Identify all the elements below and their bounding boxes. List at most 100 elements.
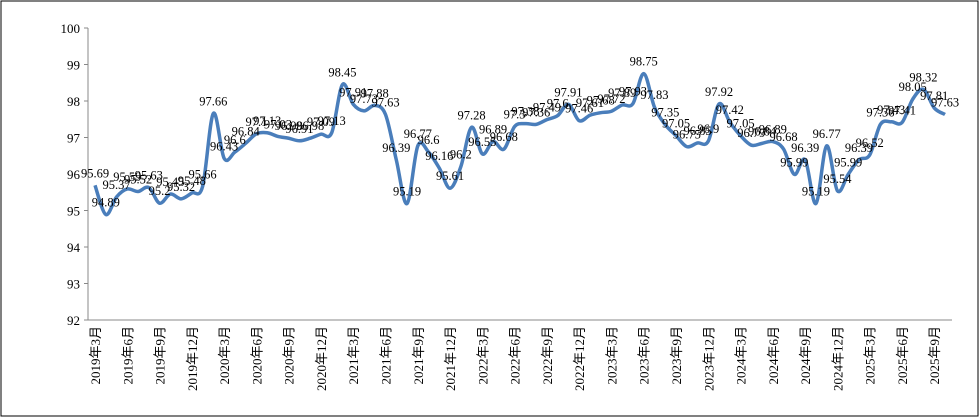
line: [93, 71, 946, 217]
data-label: 95.19: [802, 185, 830, 199]
x-tick-label: 2021年9月: [411, 326, 426, 385]
data-label: 97.81: [920, 89, 948, 103]
x-tick-label: 2023年9月: [669, 326, 684, 385]
data-label: 97.09: [307, 115, 335, 129]
data-label: 97.73: [350, 92, 378, 106]
data-label: 97.42: [716, 103, 744, 117]
y-tick-label: 96: [67, 167, 81, 182]
x-tick-label: 2020年9月: [282, 326, 297, 385]
data-label: 96.98: [275, 119, 303, 133]
data-label: 96.55: [468, 135, 496, 149]
data-label: 98.05: [899, 80, 927, 94]
x-tick-label: 2025年6月: [895, 326, 910, 385]
data-label: 98.45: [328, 66, 356, 80]
x-tick-label: 2023年6月: [637, 326, 652, 385]
data-label: 97.13: [318, 114, 346, 128]
x-tick-label: 2021年6月: [379, 326, 394, 385]
y-tick-label: 97: [67, 131, 81, 146]
data-label: 97.89: [608, 86, 636, 100]
x-tick-label: 2024年12月: [830, 326, 845, 391]
data-label: 96.75: [673, 128, 701, 142]
data-label: 97.66: [199, 94, 227, 108]
data-label: 94.89: [92, 196, 120, 210]
x-tick-label: 2022年9月: [540, 326, 555, 385]
x-tick-label: 2022年6月: [508, 326, 523, 385]
data-label: 97.3: [504, 108, 526, 122]
y-tick-label: 92: [67, 313, 80, 328]
data-label: 97.63: [931, 96, 959, 110]
data-label: 96.77: [404, 127, 432, 141]
data-label: 97.91: [554, 85, 582, 99]
data-label: 95.37: [102, 178, 130, 192]
data-label: 95.54: [823, 172, 852, 186]
data-label: 97.91: [339, 85, 367, 99]
y-tick-label: 93: [67, 277, 80, 292]
x-tick-label: 2024年3月: [734, 326, 749, 385]
data-label: 96.77: [813, 127, 841, 141]
data-label: 95.63: [135, 169, 163, 183]
data-label: 97.36: [866, 105, 894, 119]
data-label: 96.16: [425, 149, 453, 163]
data-label: 97.1: [245, 115, 267, 129]
data-label: 97.63: [371, 96, 399, 110]
x-tick-label: 2025年9月: [927, 326, 942, 385]
data-label: 95.59: [113, 170, 141, 184]
data-label: 97.38: [511, 105, 539, 119]
data-label: 96.6: [224, 133, 246, 147]
data-label: 95.69: [81, 166, 109, 180]
data-label: 96.39: [791, 141, 819, 155]
data-label: 97.28: [458, 108, 486, 122]
data-label: 97.35: [651, 106, 679, 120]
data-label: 95.66: [189, 167, 217, 181]
data-label: 96.68: [770, 130, 798, 144]
data-label: 96.98: [296, 119, 324, 133]
x-tick-label: 2023年3月: [604, 326, 619, 385]
x-tick-label: 2019年6月: [120, 326, 135, 385]
data-label: 95.52: [124, 173, 152, 187]
x-tick-label: 2022年12月: [572, 326, 587, 391]
data-label: 97.72: [597, 92, 625, 106]
data-label: 97.03: [264, 117, 292, 131]
data-label: 97.92: [705, 85, 733, 99]
data-label: 96.43: [210, 139, 238, 153]
data-label: 95.19: [393, 185, 421, 199]
x-tick-label: 2020年6月: [249, 326, 264, 385]
x-tick-label: 2024年6月: [766, 326, 781, 385]
x-tick-label: 2021年12月: [443, 326, 458, 391]
data-label: 98.75: [630, 55, 658, 69]
data-label: 96.2: [450, 148, 472, 162]
data-label: 98.32: [909, 70, 937, 84]
x-tick-label: 2019年3月: [88, 326, 103, 385]
data-label: 96.6: [418, 133, 440, 147]
data-label: 96.39: [382, 141, 410, 155]
x-tick-label: 2025年3月: [863, 326, 878, 385]
x-tick-label: 2021年3月: [346, 326, 361, 385]
data-label: 95.99: [834, 155, 862, 169]
data-label: 96.9: [697, 122, 719, 136]
data-label: 97.46: [565, 102, 593, 116]
data-label: 96.85: [683, 124, 711, 138]
data-label: 97.49: [533, 101, 561, 115]
data-label: 97.05: [662, 117, 690, 131]
y-tick-label: 100: [61, 21, 81, 36]
x-tick-label: 2024年9月: [798, 326, 813, 385]
data-label: 97.83: [640, 88, 668, 102]
y-tick-label: 95: [67, 204, 80, 219]
data-label: 96.91: [285, 122, 313, 136]
data-label: 97.88: [361, 86, 389, 100]
data-label: 95.32: [167, 180, 195, 194]
data-label: 96.52: [856, 136, 884, 150]
x-tick-label: 2023年12月: [701, 326, 716, 391]
data-label: 97.41: [888, 104, 916, 118]
data-label: 95.99: [780, 155, 808, 169]
data-label: 96.68: [490, 130, 518, 144]
data-label: 95.61: [436, 169, 464, 183]
data-label: 96.79: [737, 126, 765, 140]
data-label: 96.39: [845, 141, 873, 155]
y-tick-label: 99: [67, 58, 80, 73]
y-tick-label: 94: [67, 240, 81, 255]
data-label: 97.05: [727, 117, 755, 131]
x-tick-label: 2020年3月: [217, 326, 232, 385]
